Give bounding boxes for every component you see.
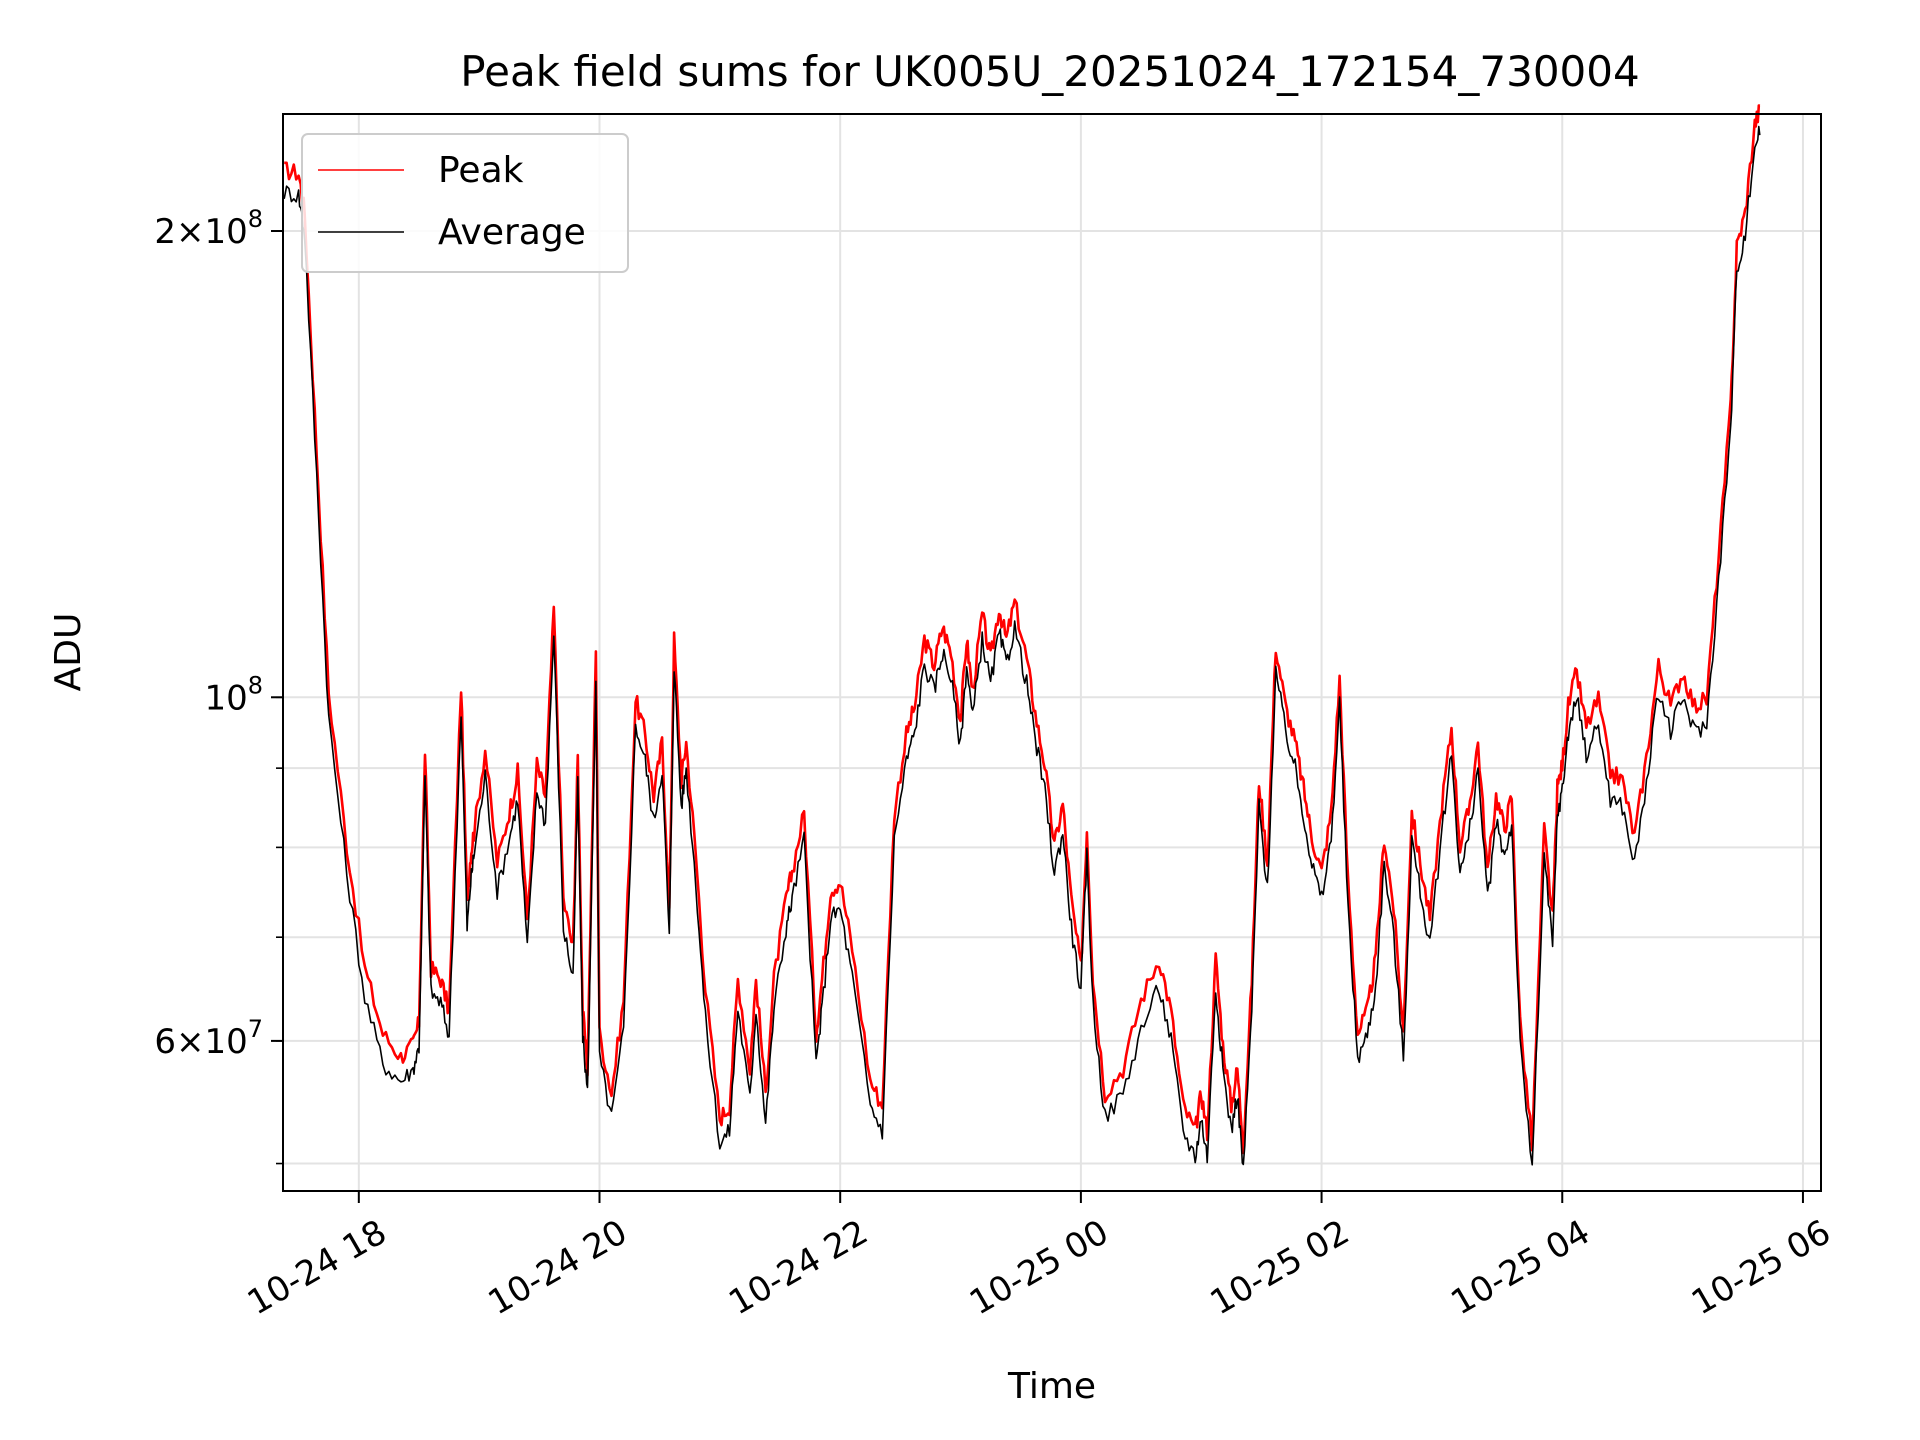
legend-average-label: Average	[438, 212, 586, 253]
x-axis-label: Time	[1007, 1366, 1096, 1407]
legend-box	[301, 133, 629, 273]
series-line-peak	[284, 104, 1761, 1155]
y-axis-label: ADU	[48, 613, 89, 692]
y-axis: 6×107 108 2×108	[154, 205, 283, 1165]
y-tick-label: 2×108	[154, 205, 263, 252]
y-tick-label: 6×107	[154, 1015, 263, 1062]
series-line-average	[283, 125, 1761, 1166]
legend: Peak Average	[301, 133, 629, 273]
plot-frame	[282, 113, 1822, 1192]
legend-peak-label: Peak	[438, 150, 524, 191]
grid-layer	[283, 114, 1821, 1191]
chart-title: Peak field sums for UK005U_20251024_1721…	[460, 47, 1639, 96]
y-tick-label: 108	[204, 671, 263, 718]
series-layer	[283, 104, 1761, 1166]
